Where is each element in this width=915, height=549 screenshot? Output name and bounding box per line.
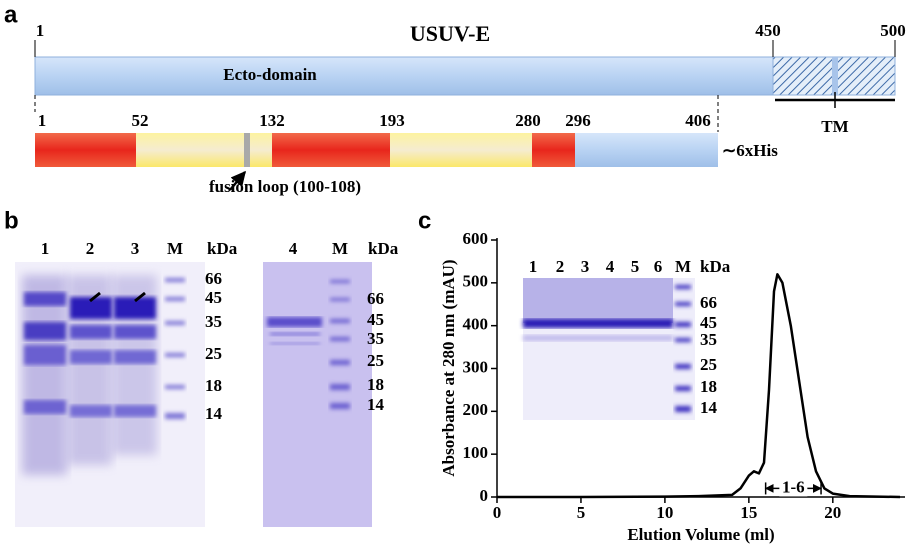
lane-label: 3 — [131, 239, 140, 258]
y-tick-label: 600 — [463, 229, 489, 248]
y-tick-label: 400 — [463, 315, 489, 334]
position-label: 500 — [880, 21, 906, 40]
y-tick-label: 200 — [463, 400, 489, 419]
lane-label: 3 — [581, 257, 590, 276]
construct-bar — [35, 133, 718, 167]
marker-label: 25 — [205, 344, 222, 363]
lane-label: 4 — [289, 239, 298, 258]
marker-label: 25 — [700, 355, 717, 374]
lane-label: M — [167, 239, 183, 258]
lane-label: M — [332, 239, 348, 258]
tm-gap — [832, 57, 838, 95]
position-label: 132 — [259, 111, 285, 130]
x-tick-label: 15 — [740, 503, 757, 522]
x-tick-label: 0 — [493, 503, 502, 522]
position-label: 280 — [515, 111, 541, 130]
lane-label: 2 — [86, 239, 95, 258]
lane-label: M — [675, 257, 691, 276]
marker-label: 18 — [205, 376, 222, 395]
x-tick-label: 10 — [656, 503, 673, 522]
x-axis-label: Elution Volume (ml) — [627, 525, 774, 544]
marker-label: 45 — [367, 310, 384, 329]
panel-label: a — [4, 1, 18, 28]
lane-label: 1 — [41, 239, 50, 258]
ecto-domain-bar — [35, 57, 773, 95]
marker-label: 14 — [205, 404, 223, 423]
y-tick-label: 100 — [463, 443, 489, 462]
lane-label: 6 — [654, 257, 663, 276]
protein-title: USUV-E — [410, 21, 490, 46]
figure: a USUV-E Ecto-domain TM ∼6xHis fusion lo… — [0, 0, 915, 549]
lane-label: 2 — [556, 257, 565, 276]
bracket-label: 1-6 — [782, 477, 805, 496]
marker-label: 45 — [205, 288, 222, 307]
marker-label: 35 — [700, 330, 717, 349]
gel-image — [15, 262, 372, 527]
unit-label: kDa — [368, 239, 399, 258]
marker-label: 18 — [700, 377, 717, 396]
x-tick-label: 5 — [577, 503, 586, 522]
unit-label: kDa — [207, 239, 238, 258]
domain-label: Ecto-domain — [223, 65, 317, 84]
marker-label: 18 — [367, 375, 384, 394]
lane-label: 5 — [631, 257, 640, 276]
panel-label: c — [418, 207, 431, 234]
y-tick-label: 500 — [463, 272, 489, 291]
inset-gel-image — [523, 278, 695, 420]
y-tick-label: 300 — [463, 357, 489, 376]
marker-label: 35 — [205, 312, 222, 331]
position-label: 193 — [379, 111, 405, 130]
marker-label: 35 — [367, 329, 384, 348]
position-label: 52 — [132, 111, 149, 130]
marker-label: 66 — [700, 293, 717, 312]
marker-label: 66 — [367, 289, 384, 308]
position-label: 1 — [38, 111, 47, 130]
marker-label: 25 — [367, 351, 384, 370]
marker-label: 66 — [205, 269, 222, 288]
position-label: 406 — [685, 111, 711, 130]
y-tick-label: 0 — [480, 486, 489, 505]
panel-label: b — [4, 207, 19, 234]
marker-label: 14 — [367, 395, 385, 414]
fusion-loop-label: fusion loop (100-108) — [209, 177, 361, 196]
position-label: 296 — [565, 111, 591, 130]
lane-label: 4 — [606, 257, 615, 276]
unit-label: kDa — [700, 257, 731, 276]
position-label: 1 — [36, 21, 45, 40]
marker-label: 14 — [700, 398, 718, 417]
tag-label: ∼6xHis — [722, 141, 778, 160]
position-label: 450 — [755, 21, 781, 40]
y-axis-label: Absorbance at 280 nm (mAU) — [439, 259, 458, 476]
lane-label: 1 — [529, 257, 538, 276]
tm-label: TM — [821, 117, 848, 136]
x-tick-label: 20 — [824, 503, 841, 522]
